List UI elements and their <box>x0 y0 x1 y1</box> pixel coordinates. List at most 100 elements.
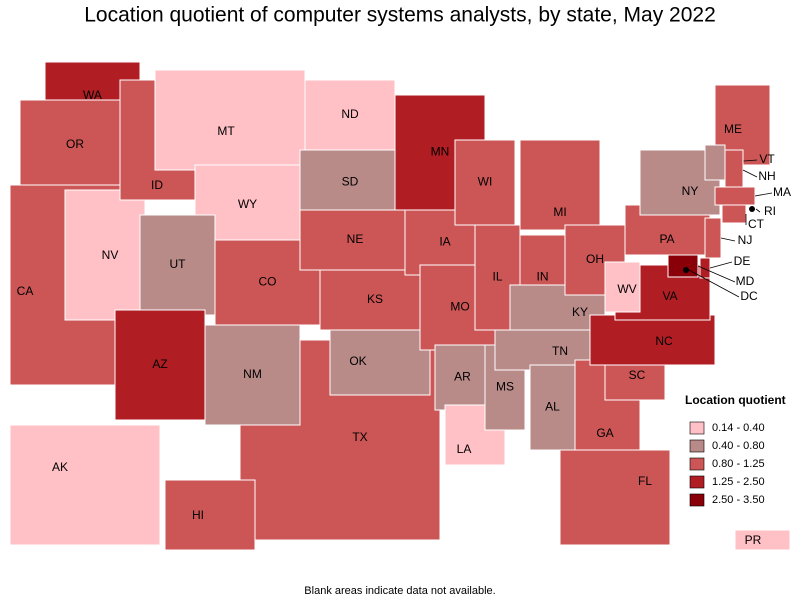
state-region <box>529 364 576 451</box>
state-label: IN <box>537 270 549 284</box>
state-region <box>114 309 206 421</box>
leader-line <box>697 265 736 283</box>
state-label: SD <box>342 175 359 189</box>
state-label: UT <box>170 257 187 271</box>
state-region <box>329 329 431 396</box>
state-region <box>164 479 256 551</box>
state-label: FL <box>638 474 652 488</box>
state-region <box>667 254 699 278</box>
state-region <box>64 189 146 321</box>
state-region <box>704 217 722 259</box>
state-region <box>299 149 401 216</box>
state-region <box>714 186 756 206</box>
state-region <box>204 324 301 426</box>
legend-label: 2.50 - 3.50 <box>712 494 765 506</box>
state-label: NY <box>682 184 699 198</box>
state-label: AZ <box>152 357 167 371</box>
state-label: OR <box>66 137 84 151</box>
footnote: Blank areas indicate data not available. <box>304 585 495 597</box>
state-label: NE <box>347 232 364 246</box>
legend-title: Location quotient <box>685 393 786 407</box>
state-region <box>519 139 601 231</box>
state-region <box>589 314 716 366</box>
state-label: MO <box>450 300 469 314</box>
state-label: MT <box>217 124 235 138</box>
legend-swatch <box>689 421 705 435</box>
state-region <box>154 69 306 171</box>
state-region <box>299 209 411 271</box>
state-label: AK <box>52 460 68 474</box>
state-label: IL <box>492 270 502 284</box>
state-region <box>699 257 711 279</box>
state-label: NM <box>243 367 262 381</box>
state-label: ID <box>151 178 163 192</box>
state-label: MA <box>773 185 791 199</box>
map-title: Location quotient of computer systems an… <box>84 4 716 27</box>
state-label: WI <box>478 175 493 189</box>
state-region <box>721 204 747 224</box>
state-dot <box>749 206 755 212</box>
state-region <box>704 144 726 181</box>
state-label: DE <box>734 254 751 268</box>
state-label: LA <box>457 442 472 456</box>
legend-label: 0.80 - 1.25 <box>712 458 765 470</box>
state-label: WA <box>83 88 102 102</box>
state-dot <box>683 267 689 273</box>
legend-label: 0.14 - 0.40 <box>712 422 765 434</box>
state-region <box>304 79 396 151</box>
state-label: HI <box>192 508 204 522</box>
state-region <box>9 424 161 546</box>
leader-line <box>754 192 773 197</box>
state-label: MS <box>496 380 514 394</box>
state-label: RI <box>764 204 776 218</box>
state-label: MD <box>736 274 755 288</box>
leader-line <box>688 269 740 298</box>
state-label: IA <box>439 235 450 249</box>
state-label: VA <box>662 289 677 303</box>
state-region <box>319 269 431 331</box>
state-region <box>434 344 491 411</box>
legend-swatch <box>689 493 705 507</box>
state-label: OK <box>349 354 366 368</box>
state-label: PA <box>659 232 674 246</box>
legend-label: 1.25 - 2.50 <box>712 476 765 488</box>
state-label: NJ <box>738 233 753 247</box>
states: TX WA OR CA NV ID MT WY UT AZ CO NM ND SD NE KS OK MN IA MO… <box>9 61 791 551</box>
state-label: NH <box>758 169 775 183</box>
state-label: CA <box>17 284 34 298</box>
state-label: SC <box>629 368 646 382</box>
state-label: WV <box>617 282 636 296</box>
state-label: DC <box>740 289 758 303</box>
state-label: ME <box>724 122 742 136</box>
state-label: MI <box>553 205 566 219</box>
state-label: AL <box>545 400 560 414</box>
state-region <box>734 529 791 551</box>
leader-line <box>742 169 758 178</box>
leader-line <box>720 237 736 242</box>
state-region <box>724 149 744 191</box>
state-label: ND <box>341 107 359 121</box>
state-region <box>139 214 216 316</box>
legend-swatch <box>689 475 705 489</box>
state-label: TX <box>352 430 367 444</box>
state-label: OH <box>586 252 604 266</box>
state-region <box>604 261 641 313</box>
state-label: NC <box>655 334 673 348</box>
legend-swatch <box>689 457 705 471</box>
leader-line <box>709 261 733 269</box>
state-label: CT <box>748 217 765 231</box>
leader-line <box>755 208 761 213</box>
state-label: MN <box>431 145 450 159</box>
state-label: TN <box>552 344 568 358</box>
legend-swatch <box>689 439 705 453</box>
state-region <box>559 449 671 546</box>
legend: Location quotient 0.14 - 0.40 0.40 - 0.80… <box>685 393 786 507</box>
legend-label: 0.40 - 0.80 <box>712 440 765 452</box>
state-label: PR <box>745 533 762 547</box>
state-label: KS <box>367 292 383 306</box>
state-label: VT <box>759 152 775 166</box>
state-label: WY <box>238 197 257 211</box>
state-label: GA <box>596 426 613 440</box>
state-label: NV <box>102 248 119 262</box>
